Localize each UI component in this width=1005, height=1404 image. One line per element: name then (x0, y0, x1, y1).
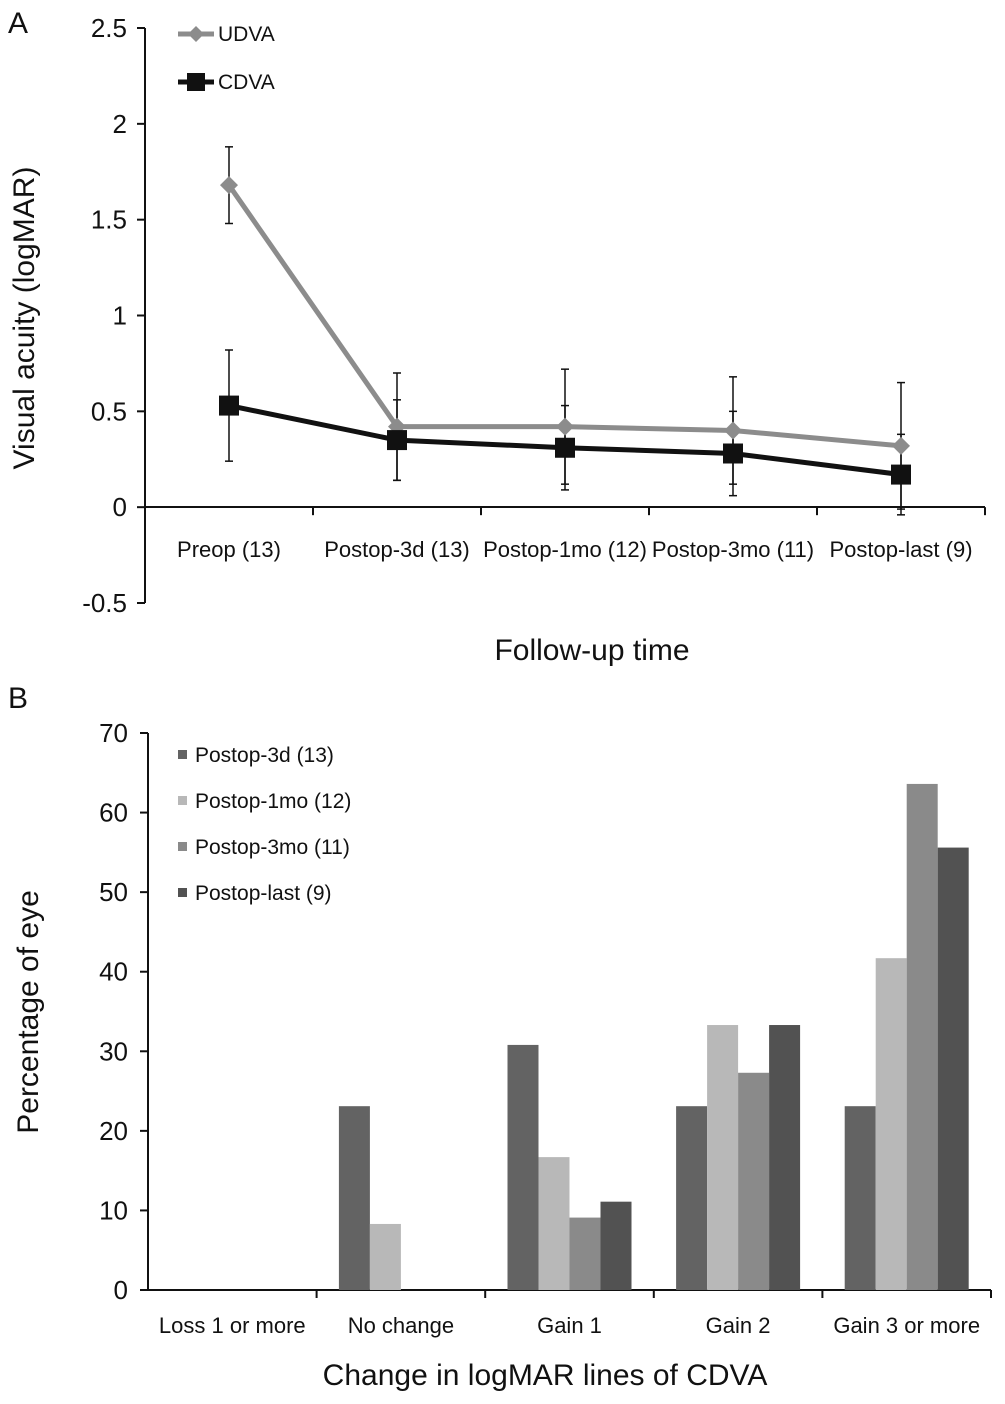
legend-swatch (178, 888, 187, 897)
panel-b-bars (338, 783, 969, 1290)
legend-marker (188, 26, 204, 42)
legend-marker (187, 73, 205, 91)
y-tick-label: 60 (99, 798, 128, 828)
panel-a-x-label: Follow-up time (494, 634, 689, 667)
y-tick-label: 40 (99, 957, 128, 987)
y-tick-label: 30 (99, 1036, 128, 1066)
y-tick-label: 10 (99, 1195, 128, 1225)
panel-b-x-ticks: Loss 1 or more No change Gain 1 Gain 2 Gain … (159, 1290, 992, 1338)
panel-a-series (219, 146, 911, 516)
y-tick-label: 2 (113, 109, 127, 139)
data-point-cdva (219, 395, 239, 416)
y-tick-label: 0 (113, 492, 127, 522)
bar (538, 1157, 570, 1290)
panel-a: A 2.5 2 1.5 1 0.5 0 -0.5 Preop (13) Postop-3d (… (8, 7, 986, 667)
bar (600, 1201, 632, 1290)
y-tick-label: 1 (113, 301, 127, 331)
bar (906, 783, 938, 1290)
panel-b-letter: B (8, 682, 28, 715)
data-point-cdva (555, 437, 575, 458)
x-category-label: Gain 2 (706, 1313, 771, 1338)
y-tick-label: 70 (99, 718, 128, 748)
bar (769, 1025, 801, 1290)
bar (676, 1106, 708, 1290)
legend-label: UDVA (218, 23, 275, 46)
data-point-cdva (723, 443, 743, 464)
bar (937, 847, 969, 1290)
legend-label: Postop-1mo (12) (195, 790, 351, 813)
bar (738, 1072, 770, 1290)
legend-label: CDVA (218, 71, 275, 94)
bar (338, 1106, 370, 1290)
y-tick-label: 1.5 (91, 205, 127, 235)
legend-swatch (178, 842, 187, 851)
x-category-label: Postop-3mo (11) (652, 537, 814, 562)
y-tick-label: 2.5 (91, 13, 127, 43)
bar (507, 1044, 539, 1290)
data-point-udva (724, 421, 742, 440)
data-point-udva (220, 176, 238, 195)
panel-b: B 70 60 50 40 30 20 10 0 Loss 1 or more No chang… (8, 682, 992, 1392)
legend-swatch (178, 750, 187, 759)
legend-label: Postop-3mo (11) (195, 836, 350, 859)
x-category-label: Postop-1mo (12) (483, 537, 647, 562)
bar (707, 1025, 739, 1290)
y-tick-label: -0.5 (82, 588, 127, 618)
panel-a-legend: UDVA CDVA (178, 23, 275, 94)
data-point-udva (556, 417, 574, 436)
y-tick-label: 20 (99, 1116, 128, 1146)
x-category-label: Gain 1 (537, 1313, 602, 1338)
panel-a-letter: A (8, 7, 28, 40)
legend-swatch (178, 796, 187, 805)
bar (369, 1223, 401, 1290)
y-tick-label: 50 (99, 877, 128, 907)
x-category-label: Preop (13) (177, 537, 281, 562)
legend-label: Postop-3d (13) (195, 744, 334, 767)
panel-b-x-label: Change in logMAR lines of CDVA (323, 1359, 768, 1392)
y-tick-label: 0.5 (91, 396, 127, 426)
bar (875, 958, 907, 1290)
panel-a-x-ticks: Preop (13) Postop-3d (13) Postop-1mo (12) P… (177, 507, 986, 562)
panel-a-y-ticks: 2.5 2 1.5 1 0.5 0 -0.5 (82, 13, 145, 618)
bar (569, 1217, 601, 1290)
x-category-label: Loss 1 or more (159, 1313, 306, 1338)
x-category-label: Postop-3d (13) (324, 537, 470, 562)
y-tick-label: 0 (114, 1275, 128, 1305)
data-point-cdva (387, 430, 407, 451)
x-category-label: Gain 3 or more (833, 1313, 980, 1338)
bar (844, 1106, 876, 1290)
panel-b-y-label: Percentage of eye (12, 890, 45, 1134)
panel-b-legend: Postop-3d (13) Postop-1mo (12) Postop-3mo … (178, 744, 351, 905)
x-category-label: Postop-last (9) (829, 537, 972, 562)
panel-b-y-ticks: 70 60 50 40 30 20 10 0 (99, 718, 148, 1305)
data-point-cdva (891, 464, 911, 485)
legend-label: Postop-last (9) (195, 882, 332, 905)
data-point-udva (892, 436, 910, 455)
x-category-label: No change (348, 1313, 454, 1338)
panel-a-y-label: Visual acuity (logMAR) (8, 167, 41, 470)
